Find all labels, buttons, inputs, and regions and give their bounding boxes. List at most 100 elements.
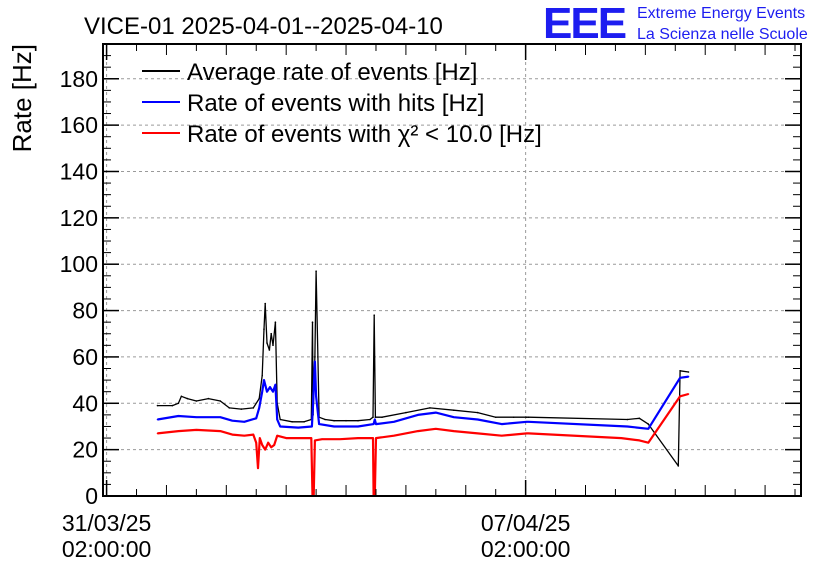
series-hits-rate-point-9: [263, 379, 265, 381]
y-tick-label-140: 140: [60, 158, 98, 184]
series-chi2-rate-point-31: [435, 428, 437, 430]
series-hits-rate-point-30: [453, 416, 455, 419]
series-hits-rate-point-35: [626, 425, 629, 428]
series-average-rate-point-36: [372, 416, 374, 419]
y-tick-label-60: 60: [72, 344, 98, 370]
series-average-rate-point-35: [369, 418, 371, 421]
series-hits-rate-point-10: [266, 390, 268, 393]
series-hits-rate-point-3: [219, 416, 222, 419]
series-hits-rate-point-15: [279, 425, 282, 428]
series-average-rate-point-38: [374, 416, 377, 419]
series-average-rate-point-40: [405, 411, 407, 414]
series-hits-rate-point-19: [314, 360, 316, 363]
series-chi2-rate-point-18: [310, 437, 313, 439]
series-chi2-rate-point-38: [638, 439, 641, 442]
series-chi2-rate-point-23: [339, 438, 341, 441]
series-hits-rate-point-17: [311, 425, 313, 428]
series-chi2-rate-point-37: [620, 437, 623, 439]
chart-title: VICE-01 2025-04-01--2025-04-10: [84, 13, 443, 40]
series-average-rate-point-52: [679, 370, 681, 372]
series-hits-rate-point-20: [315, 395, 317, 398]
series-hits-rate-point-23: [357, 425, 359, 428]
series-average-rate-point-50: [647, 423, 650, 425]
series-hits-rate-point-6: [255, 417, 257, 420]
series-chi2-rate-point-17: [297, 437, 300, 439]
series-average-rate-point-1: [171, 404, 174, 407]
series-chi2-rate-point-7: [255, 441, 257, 444]
series-hits-rate-point-27: [393, 421, 395, 423]
series-chi2-rate-point-25: [372, 437, 374, 439]
series-average-rate-point-6: [207, 397, 210, 400]
series-hits-rate-point-1: [177, 415, 180, 417]
series-chi2-rate: [157, 392, 689, 496]
series-hits-rate-point-8: [261, 390, 264, 393]
series-layer: [156, 270, 690, 496]
series-average-rate-point-0: [156, 404, 159, 407]
series-average-rate-point-5: [195, 400, 198, 402]
series-chi2-rate-point-29: [393, 434, 395, 437]
series-chi2-rate-point-28: [375, 437, 377, 439]
y-tick-label-100: 100: [60, 251, 98, 277]
series-average-rate-point-32: [333, 419, 335, 422]
series-hits-rate-point-37: [679, 377, 681, 379]
y-tick-label-160: 160: [60, 112, 98, 138]
series-chi2-rate-point-24: [357, 437, 359, 439]
series-average-rate-point-33: [345, 419, 347, 422]
series-chi2-rate-point-2: [195, 429, 198, 431]
series-chi2-rate-point-3: [219, 430, 222, 432]
series-average-rate-point-3: [180, 395, 183, 398]
series-average-rate-point-47: [527, 416, 530, 419]
series-chi2-rate-point-8: [257, 467, 259, 470]
eee-logo: EEE: [543, 0, 627, 48]
series-hits-rate-point-12: [272, 390, 274, 393]
series-hits-rate-point-16: [297, 426, 300, 429]
legend-label-hits: Rate of events with hits [Hz]: [187, 90, 484, 117]
series-chi2-rate-point-16: [285, 437, 288, 439]
series-average-rate-point-8: [228, 407, 231, 409]
series-average-rate-point-19: [274, 321, 277, 324]
eee-logo-line2: La Scienza nelle Scuole: [637, 26, 808, 43]
series-average-rate-point-10: [252, 407, 255, 409]
series-chi2-rate-point-5: [243, 434, 246, 437]
series-chi2-rate-point-14: [273, 444, 276, 446]
series-hits-rate-point-33: [526, 421, 528, 423]
y-axis-title: Rate [Hz]: [7, 44, 37, 152]
series-average-rate-point-16: [268, 349, 271, 351]
series-average-rate-point-27: [314, 356, 316, 358]
series-average-rate-point-18: [272, 344, 274, 347]
series-average-rate-point-37: [373, 314, 376, 317]
series-average-rate-point-53: [687, 371, 690, 373]
series-chi2-rate-point-12: [267, 441, 270, 444]
series-average-rate-point-11: [258, 397, 261, 400]
series-hits-rate-point-7: [258, 407, 261, 409]
y-tick-label-40: 40: [72, 390, 98, 416]
legend-label-chi2: Rate of events with χ² < 10.0 [Hz]: [187, 121, 542, 148]
series-average-rate-point-51: [677, 465, 680, 467]
x-tick-time-0: 02:00:00: [62, 536, 152, 562]
y-tick-labels: 0 20 40 60 80 100 120 140 160 180: [60, 66, 98, 509]
series-chi2-rate-point-33: [476, 432, 479, 435]
legend: Average rate of events [Hz] Rate of even…: [142, 59, 542, 148]
series-chi2-rate-point-35: [526, 432, 528, 435]
series-average-rate-point-25: [311, 321, 314, 324]
series-average-rate-point-39: [381, 416, 383, 419]
series-average-rate-point-42: [453, 409, 455, 412]
series-chi2-rate-point-34: [500, 434, 503, 437]
series-average-rate-point-14: [264, 302, 267, 305]
series-hits-rate-point-18: [312, 402, 314, 405]
series-chi2-rate-point-22: [321, 438, 323, 441]
grid-lines: [103, 44, 801, 496]
series-chi2-rate-point-32: [453, 430, 455, 432]
series-hits-rate-point-24: [372, 423, 375, 425]
series-hits-rate-point-26: [375, 423, 377, 425]
eee-logo-line1: Extreme Energy Events: [637, 5, 806, 22]
series-hits-rate-point-29: [435, 411, 437, 414]
series-hits-rate-point-31: [476, 418, 479, 421]
series-average-rate-point-9: [240, 408, 243, 410]
x-tick-time-1: 02:00:00: [481, 536, 571, 562]
series-chi2-rate-point-1: [177, 430, 180, 432]
series-chi2-rate-point-39: [647, 441, 650, 444]
series-average-rate-point-43: [476, 411, 479, 414]
series-average-rate-point-22: [291, 421, 294, 423]
